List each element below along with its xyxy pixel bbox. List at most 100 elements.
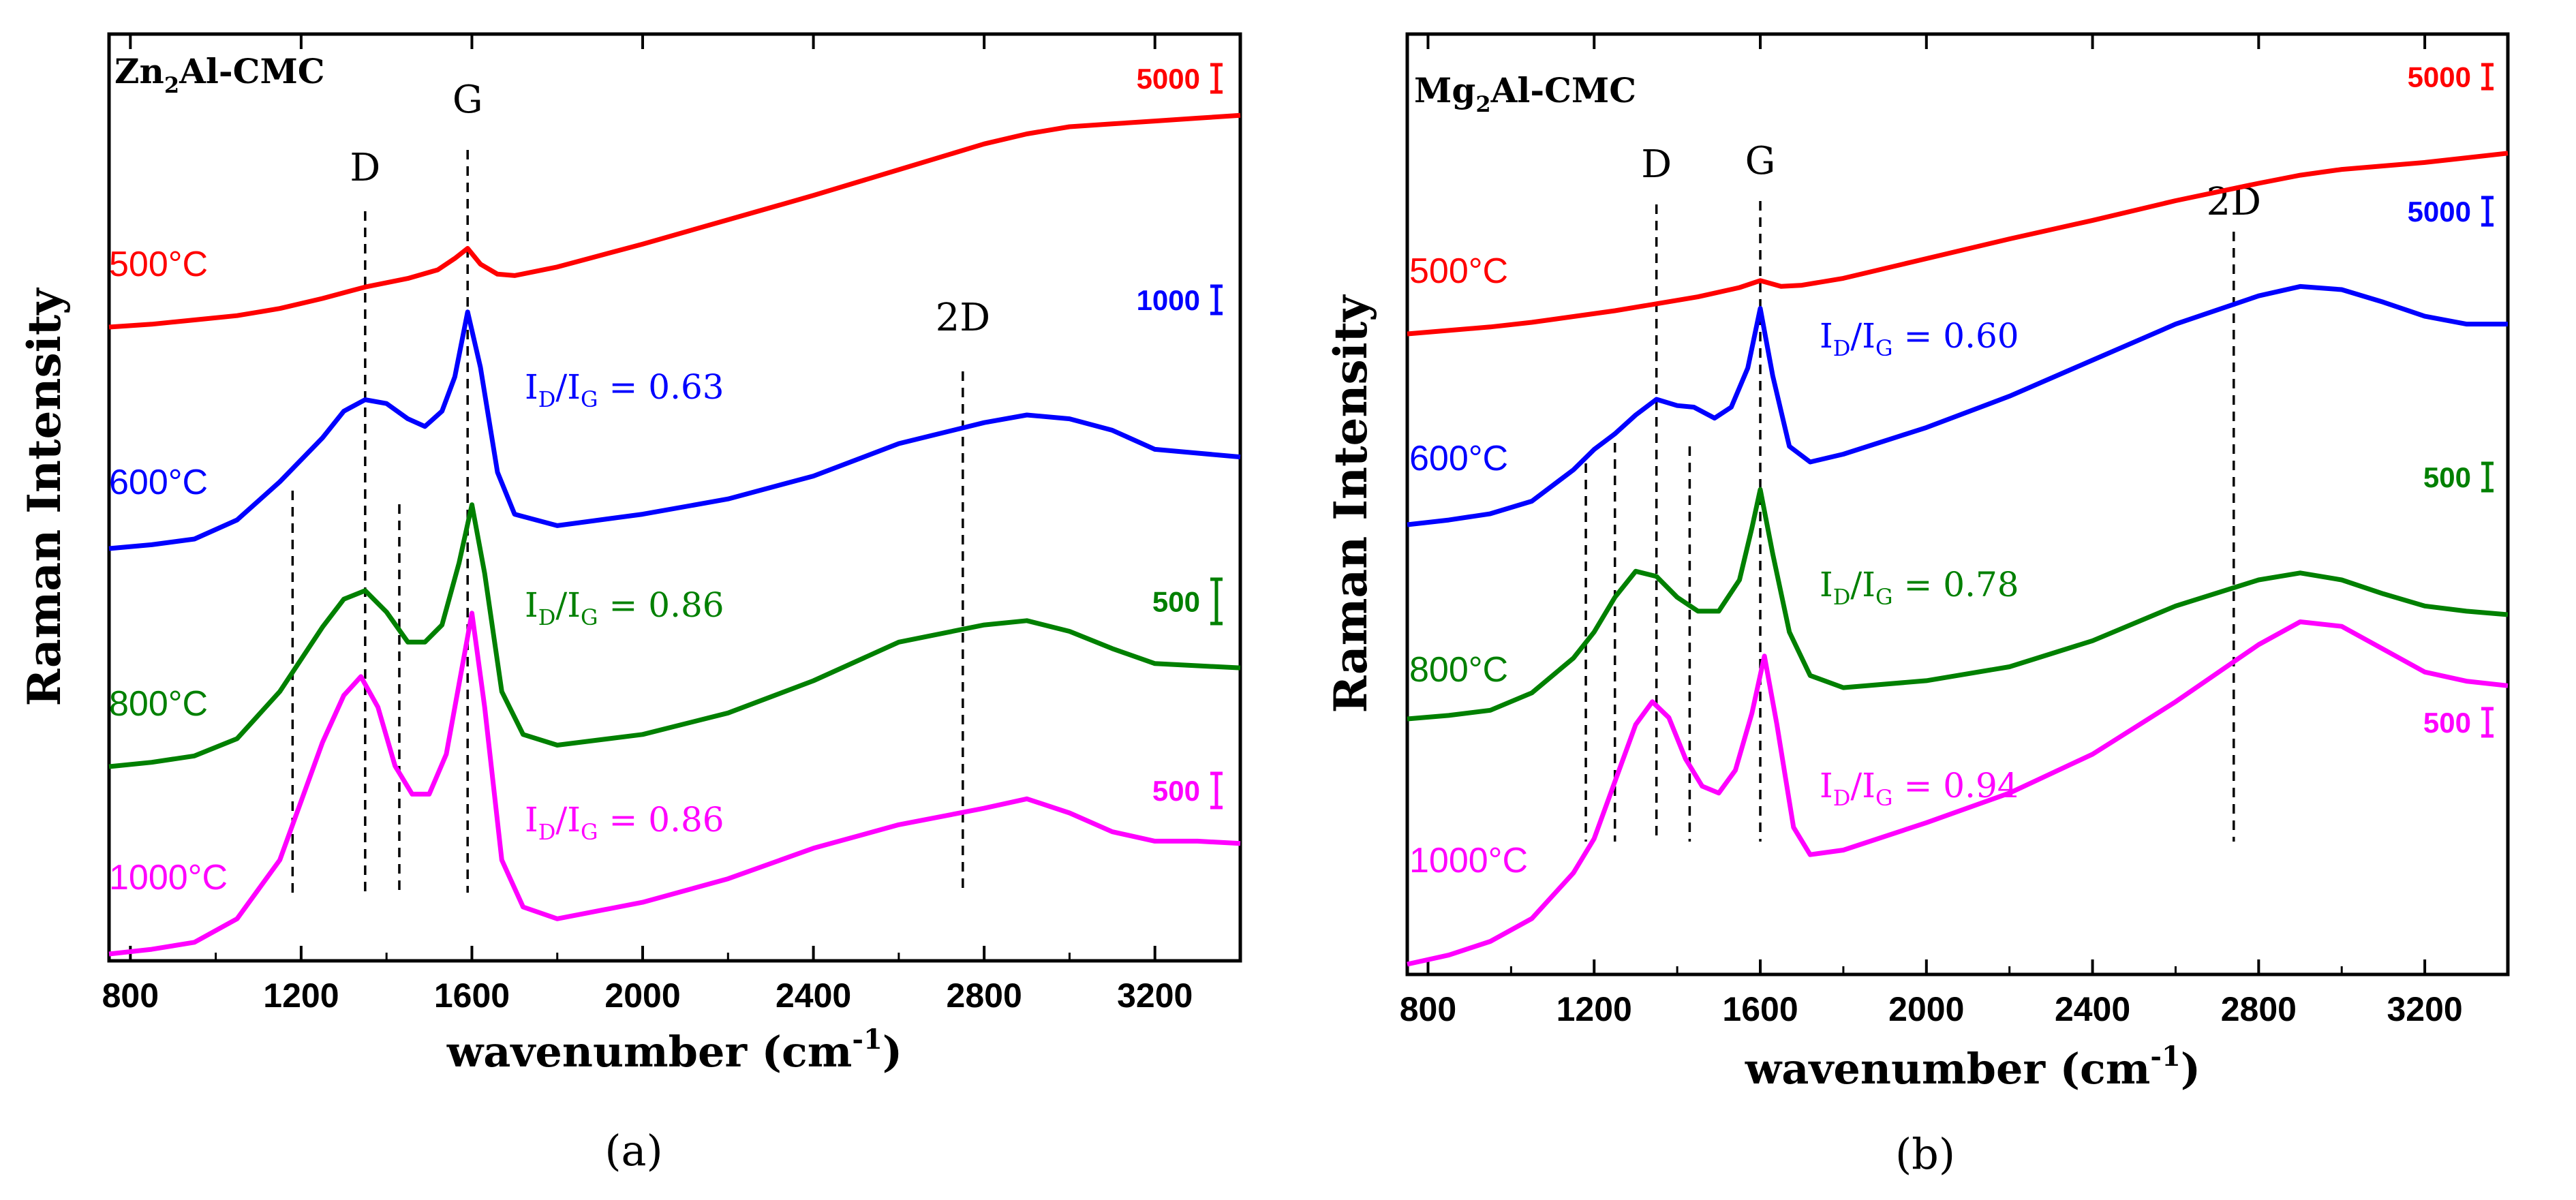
panel-title-main: Zn bbox=[114, 51, 164, 91]
series-line-600c bbox=[108, 309, 1241, 551]
ratio-i: I bbox=[525, 585, 538, 625]
peak-label: G bbox=[453, 78, 483, 122]
series-label: 800°C bbox=[1409, 650, 1508, 690]
y-axis-label: Raman Intensity bbox=[1324, 294, 1377, 713]
panel-title-sub: 2 bbox=[164, 72, 179, 98]
panel-title-sub: 2 bbox=[1475, 91, 1490, 117]
panel-label: (b) bbox=[1895, 1129, 1955, 1179]
ratio-i: I bbox=[1820, 316, 1833, 356]
ratio-i: I bbox=[1820, 766, 1833, 805]
ratio-value: 0.86 bbox=[648, 585, 724, 625]
x-tick-label: 2000 bbox=[604, 976, 680, 1015]
ratio-annotation: ID/IG = 0.86 bbox=[525, 800, 724, 845]
series-label: 1000°C bbox=[109, 858, 228, 897]
peak-label: D bbox=[350, 146, 380, 190]
ratio-slash: /I bbox=[1850, 766, 1875, 805]
scale-bar bbox=[1210, 577, 1223, 626]
x-tick-label: 2400 bbox=[2055, 990, 2130, 1028]
x-tick-label: 1200 bbox=[1557, 990, 1632, 1028]
ratio-annotation: ID/IG = 0.60 bbox=[1820, 316, 2019, 361]
scale-bar bbox=[1210, 63, 1223, 94]
ratio-value: 0.78 bbox=[1943, 565, 2019, 604]
x-tick-label: 2800 bbox=[947, 976, 1022, 1015]
x-tick-label: 3200 bbox=[1117, 976, 1193, 1015]
panel-b: 800 1200 1600 2000 2400 2800 3200 wavenumber (c… bbox=[1324, 32, 2510, 1179]
x-axis-label-main: wavenumber (cm bbox=[1745, 1044, 2151, 1094]
x-tick-label: 1600 bbox=[434, 976, 510, 1015]
panel-title-main: Mg bbox=[1414, 70, 1475, 110]
ratio-value: 0.86 bbox=[648, 800, 724, 840]
scale-bar bbox=[1210, 284, 1223, 316]
series-line-500c bbox=[1407, 151, 2509, 337]
x-axis-label-main: wavenumber (cm bbox=[446, 1027, 853, 1077]
ratio-value: 0.60 bbox=[1943, 316, 2019, 356]
x-axis-label: wavenumber (cm-1) bbox=[446, 1024, 902, 1077]
x-tick-label: 3200 bbox=[2387, 990, 2462, 1028]
x-axis-label-close: ) bbox=[2181, 1044, 2201, 1094]
series-label: 500°C bbox=[109, 245, 208, 284]
series-label: 600°C bbox=[109, 463, 208, 502]
ratio-slash: /I bbox=[1850, 565, 1875, 604]
x-axis-label-close: ) bbox=[883, 1027, 902, 1077]
y-axis-label: Raman Intensity bbox=[18, 288, 71, 707]
ratio-value: 0.63 bbox=[648, 367, 724, 407]
ratio-sub: G bbox=[581, 386, 598, 412]
peak-label: 2D bbox=[936, 296, 991, 340]
panel-title-rest: Al-CMC bbox=[179, 51, 324, 91]
peak-label: G bbox=[1745, 139, 1776, 183]
peak-label: D bbox=[1641, 142, 1672, 187]
ratio-eq: = bbox=[1893, 565, 1944, 604]
scale-bar-label: 5000 bbox=[1137, 63, 1200, 95]
ratio-sub: D bbox=[1833, 335, 1851, 361]
series-line-800c bbox=[1407, 487, 2509, 722]
series-line-800c bbox=[108, 502, 1241, 769]
x-tick-label: 2800 bbox=[2221, 990, 2297, 1028]
x-tick-label: 1200 bbox=[263, 976, 339, 1015]
scale-bar-label: 500 bbox=[2423, 707, 2471, 739]
ratio-i: I bbox=[525, 367, 538, 407]
scale-bar-label: 1000 bbox=[1137, 284, 1200, 316]
panel-a: 800 1200 1600 2000 2400 2800 3200 wavenumber (c… bbox=[18, 32, 1242, 1175]
scale-bar bbox=[2481, 707, 2494, 738]
ratio-value: 0.94 bbox=[1943, 766, 2019, 805]
ratio-sub: G bbox=[581, 604, 598, 630]
ratio-slash: /I bbox=[1850, 316, 1875, 356]
series-line-600c bbox=[1407, 283, 2508, 527]
series-label: 1000°C bbox=[1409, 841, 1528, 880]
ratio-i: I bbox=[525, 800, 538, 840]
plot-frame bbox=[107, 32, 1242, 963]
ratio-annotation: ID/IG = 0.86 bbox=[525, 585, 724, 630]
ratio-sub: D bbox=[538, 386, 556, 412]
x-axis-label-sup: -1 bbox=[2150, 1041, 2180, 1073]
scale-bar bbox=[2481, 196, 2494, 227]
x-tick-label: 1600 bbox=[1722, 990, 1798, 1028]
ratio-eq: = bbox=[1893, 766, 1944, 805]
scale-bar-label: 500 bbox=[2423, 461, 2471, 493]
series-label: 800°C bbox=[109, 684, 208, 724]
ratio-sub: D bbox=[538, 819, 556, 845]
series-line-1000c bbox=[108, 611, 1241, 957]
ratio-annotation: ID/IG = 0.94 bbox=[1820, 766, 2019, 811]
series-line-500c bbox=[108, 112, 1241, 330]
ratio-eq: = bbox=[1893, 316, 1944, 356]
panel-title: Zn2Al-CMC bbox=[114, 51, 325, 98]
scale-bar-label: 500 bbox=[1152, 775, 1200, 807]
ratio-sub: D bbox=[1833, 785, 1851, 811]
scale-bar-label: 5000 bbox=[2408, 61, 2471, 93]
scale-bar bbox=[2481, 461, 2494, 493]
ratio-sub: G bbox=[1875, 335, 1893, 361]
ratio-sub: G bbox=[1875, 584, 1893, 610]
x-tick-label: 800 bbox=[1400, 990, 1456, 1028]
x-axis-label: wavenumber (cm-1) bbox=[1745, 1041, 2201, 1094]
ratio-annotation: ID/IG = 0.63 bbox=[525, 367, 724, 412]
ratio-i: I bbox=[1820, 565, 1833, 604]
x-tick-label: 2000 bbox=[1888, 990, 1964, 1028]
plot-frame bbox=[1405, 32, 2510, 976]
x-tick-label: 800 bbox=[102, 976, 159, 1015]
panel-title-rest: Al-CMC bbox=[1490, 70, 1636, 110]
ratio-sub: D bbox=[538, 604, 556, 630]
ratio-slash: /I bbox=[555, 367, 581, 407]
series-line-1000c bbox=[1407, 619, 2509, 967]
scale-bar-label: 5000 bbox=[2408, 196, 2471, 228]
